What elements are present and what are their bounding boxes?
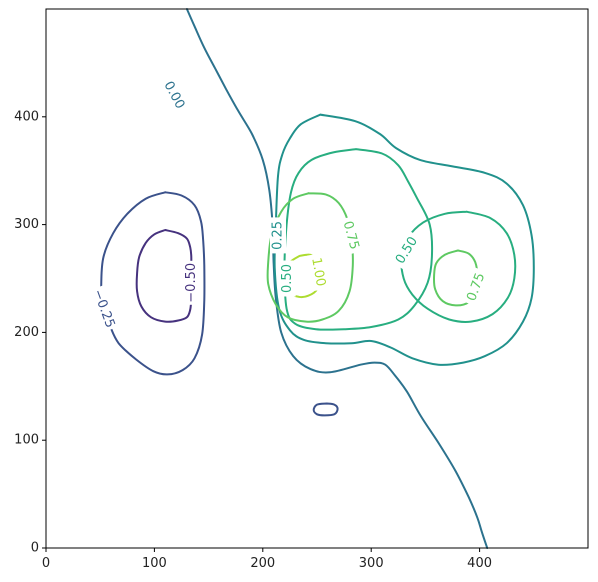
contour-label-background — [183, 260, 200, 305]
contour-label: −0.25 — [88, 285, 119, 333]
y-tick-label: 400 — [14, 109, 39, 124]
contour-label-background — [158, 75, 190, 115]
contour-label: 0.75 — [338, 215, 363, 255]
x-tick-label: 100 — [142, 556, 167, 571]
contour-label-text: −0.25 — [90, 287, 118, 330]
contour-label: −0.50 — [183, 260, 200, 305]
contour-line — [185, 8, 489, 549]
contour-label-background — [307, 252, 330, 292]
plot-area-frame — [45, 8, 589, 549]
contour-label-background — [338, 215, 363, 255]
contour-label: 0.50 — [279, 260, 296, 297]
contour-line — [432, 249, 479, 307]
y-tick-label: 300 — [14, 217, 39, 232]
x-tick-label: 300 — [359, 556, 384, 571]
x-tick-label: 0 — [42, 556, 50, 571]
contour-label: 0.50 — [390, 230, 424, 271]
contour-label-background — [390, 230, 424, 271]
contour-label-background — [270, 217, 286, 254]
y-tick-label: 100 — [14, 433, 39, 448]
contour-label-text: 0.75 — [340, 219, 362, 251]
x-tick-label: 200 — [250, 556, 275, 571]
contour-lines — [100, 8, 535, 549]
x-axis: 0 100 200 300 400 — [42, 548, 492, 571]
contour-line — [283, 148, 434, 331]
y-axis: 0 100 200 300 400 — [14, 109, 46, 556]
contour-label: 1.00 — [307, 252, 330, 292]
contour-label-background — [279, 260, 296, 297]
y-tick-label: 0 — [31, 541, 39, 556]
contour-label: 0.75 — [462, 267, 490, 307]
contour-label: 0.00 — [158, 75, 190, 115]
contour-label-background — [462, 267, 490, 307]
contour-label-background — [88, 285, 119, 333]
contour-line — [312, 402, 339, 417]
y-tick-label: 200 — [14, 325, 39, 340]
contour-label-text: 0.50 — [280, 264, 295, 293]
contour-label: 0.25 — [270, 217, 286, 254]
contour-line — [135, 229, 193, 323]
contour-label-text: 1.00 — [308, 256, 328, 287]
contour-line — [100, 191, 206, 376]
contour-label-text: 0.25 — [271, 221, 286, 250]
contour-label-text: −0.50 — [184, 263, 199, 303]
x-tick-label: 400 — [467, 556, 492, 571]
